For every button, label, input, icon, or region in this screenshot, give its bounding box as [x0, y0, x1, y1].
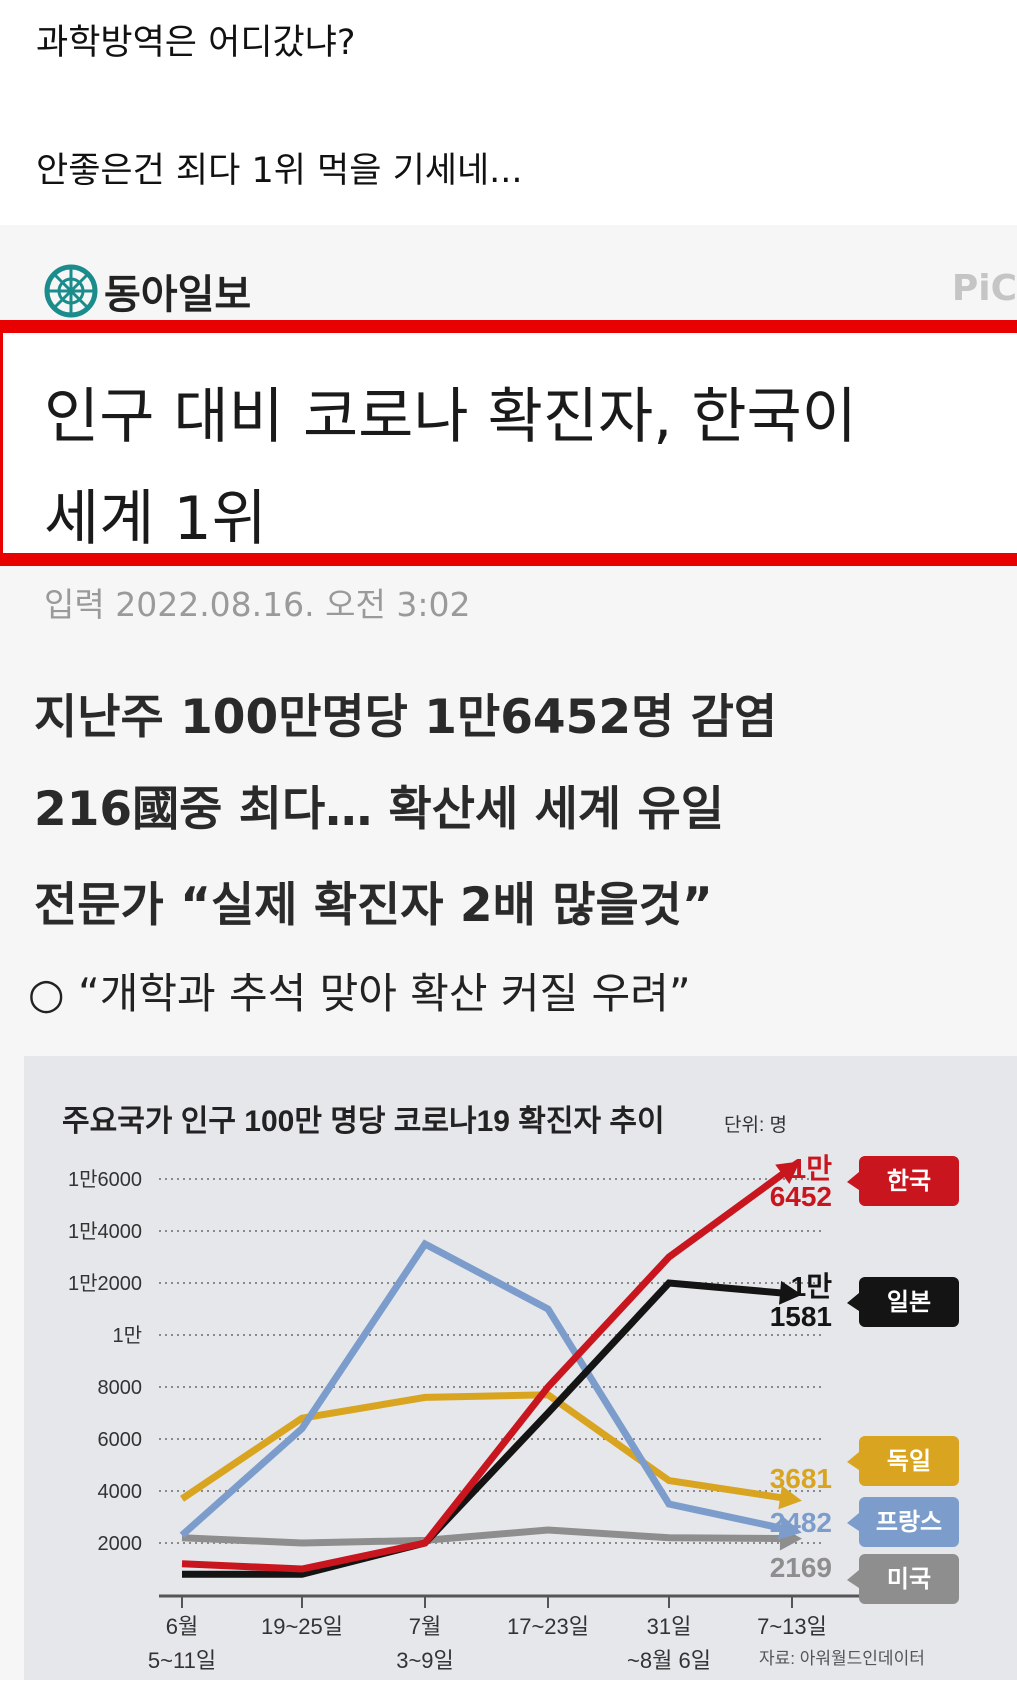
y-tick-label: 1만2000 — [68, 1272, 142, 1295]
publish-date: 입력 2022.08.16. 오전 3:02 — [44, 585, 471, 624]
x-tick-label: 7월 — [409, 1614, 441, 1639]
y-tick-label: 1만 — [112, 1324, 142, 1347]
arrowhead — [775, 1161, 801, 1185]
x-tick-label: 19~25일 — [261, 1614, 343, 1639]
x-tick-label: 6월 — [166, 1614, 198, 1639]
subhead-2: 216國중 최다… 확산세 세계 유일 — [34, 782, 724, 837]
arrowhead — [778, 1280, 802, 1305]
series-badge — [859, 1497, 959, 1547]
arrowhead — [778, 1485, 802, 1510]
y-tick-label: 1만4000 — [68, 1220, 142, 1243]
end-value-label: 6452 — [770, 1181, 832, 1212]
series-line-한국 — [181, 1164, 795, 1573]
x-tick-label: 31일 — [647, 1614, 692, 1639]
series-badge — [859, 1156, 959, 1206]
series-line-일본 — [182, 1279, 793, 1578]
series-badge-label: 프랑스 — [876, 1509, 942, 1536]
series-badge-label: 한국 — [887, 1168, 931, 1195]
publisher-name: 동아일보 — [104, 272, 252, 318]
badge-pointer — [847, 1293, 859, 1311]
subhead-3: 전문가 “실제 확진자 2배 많을것” — [34, 878, 713, 933]
x-tick-label: 3~9일 — [396, 1648, 454, 1673]
post-text-line1: 과학방역은 어디갔냐? — [36, 23, 356, 63]
arrowhead — [777, 1516, 802, 1540]
bullet-point: ○ “개학과 추석 맞아 확산 커질 우려” — [28, 969, 691, 1018]
chart-panel: 주요국가 인구 100만 명당 코로나19 확진자 추이 단위: 명 자료: 아… — [24, 1056, 1017, 1680]
headline-highlight-box — [0, 320, 1017, 566]
end-value-label: 1만 — [791, 1153, 833, 1184]
publisher-logo: 동아일보 — [44, 262, 251, 320]
series-badge-label: 미국 — [887, 1566, 931, 1593]
headline-line2: 세계 1위 — [44, 484, 267, 554]
headline-line1: 인구 대비 코로나 확진자, 한국이 — [44, 382, 857, 452]
series-line-미국 — [181, 1526, 793, 1547]
y-tick-label: 4000 — [98, 1481, 143, 1503]
y-tick-label: 1만6000 — [68, 1168, 142, 1191]
subhead-1: 지난주 100만명당 1만6452명 감염 — [34, 690, 778, 745]
badge-pointer — [847, 1513, 859, 1531]
end-value-label: 1만 — [791, 1271, 833, 1302]
x-tick-label: 5~11일 — [148, 1648, 216, 1673]
series-badge — [859, 1436, 959, 1486]
line-chart: 주요국가 인구 100만 명당 코로나19 확진자 추이 단위: 명 자료: 아… — [62, 1105, 959, 1673]
badge-pointer — [847, 1172, 859, 1190]
x-tick-label: ~8월 6일 — [627, 1648, 711, 1673]
y-tick-label: 2000 — [98, 1533, 143, 1555]
x-tick-label: 7~13일 — [757, 1614, 827, 1639]
end-value-label: 1581 — [770, 1301, 832, 1332]
x-tick-label: 17~23일 — [507, 1614, 589, 1639]
end-value-label: 2482 — [770, 1507, 832, 1538]
y-tick-label: 8000 — [98, 1377, 143, 1399]
globe-logo-icon — [44, 264, 98, 318]
series-badge-label: 일본 — [887, 1289, 931, 1316]
end-value-label: 3681 — [770, 1463, 832, 1494]
y-tick-label: 6000 — [98, 1429, 143, 1451]
series-line-프랑스 — [179, 1239, 793, 1538]
series-line-독일 — [180, 1391, 793, 1503]
chart-title: 주요국가 인구 100만 명당 코로나19 확진자 추이 — [62, 1105, 665, 1138]
series-badge-label: 독일 — [887, 1448, 931, 1475]
series-badge — [859, 1554, 959, 1604]
series-badge — [859, 1277, 959, 1327]
badge-pointer — [847, 1570, 859, 1588]
end-value-label: 2169 — [770, 1552, 832, 1583]
post-text-line2: 안좋은건 죄다 1위 먹을 기세네... — [36, 151, 523, 191]
chart-source: 자료: 아워월드인데이터 — [759, 1649, 925, 1668]
chart-unit: 단위: 명 — [724, 1114, 787, 1136]
badge-pointer — [847, 1452, 859, 1470]
pic-tag: PiC — [951, 268, 1017, 309]
